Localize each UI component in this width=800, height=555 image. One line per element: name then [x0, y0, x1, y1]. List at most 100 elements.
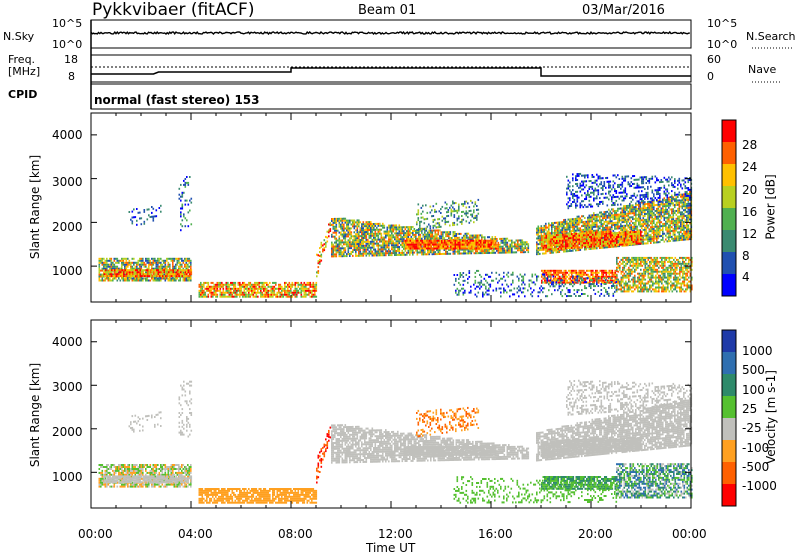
power-cell — [410, 251, 413, 254]
power-cell — [453, 202, 456, 205]
power-cell — [338, 255, 341, 258]
power-cell — [161, 277, 164, 280]
power-cell — [400, 240, 402, 243]
power-cell — [452, 231, 455, 234]
power-cell — [486, 243, 488, 246]
power-cell — [527, 247, 530, 250]
power-cell — [287, 283, 289, 286]
power-cell — [429, 225, 432, 228]
power-cell — [409, 243, 412, 246]
power-cell — [359, 241, 362, 243]
power-cell — [346, 221, 348, 224]
power-cell — [541, 241, 543, 243]
power-cell — [552, 224, 555, 226]
power-cell — [243, 283, 246, 286]
power-cell — [397, 226, 399, 229]
power-cell — [331, 223, 333, 226]
power-cell — [380, 228, 383, 231]
power-cell — [415, 239, 418, 242]
power-cell — [560, 223, 562, 226]
power-cell — [653, 202, 655, 205]
power-cell — [445, 231, 447, 234]
power-cell — [663, 205, 666, 208]
power-ytick: 2000 — [52, 220, 83, 234]
power-cell — [334, 219, 336, 222]
power-cell — [520, 243, 522, 246]
power-cell — [660, 235, 663, 237]
power-cell — [162, 275, 164, 278]
power-cell — [341, 245, 344, 248]
power-cell — [567, 224, 570, 227]
power-cell — [687, 232, 690, 235]
power-cell — [100, 275, 102, 278]
power-cell — [662, 207, 664, 210]
power-cell — [184, 199, 187, 202]
power-cell — [668, 202, 670, 205]
power-cell — [166, 271, 168, 274]
power-cell — [453, 221, 456, 224]
power-cell — [496, 249, 498, 252]
power-cell — [334, 253, 336, 256]
power-cell — [414, 247, 416, 250]
power-cell — [288, 289, 291, 292]
power-cell — [668, 238, 670, 241]
power-cell — [426, 217, 429, 220]
power-cell — [590, 218, 592, 221]
power-cell — [98, 267, 101, 270]
power-cell — [448, 243, 451, 246]
power-cell — [186, 273, 188, 276]
power-cell — [409, 226, 411, 229]
power-cell — [468, 241, 470, 244]
power-cell — [678, 221, 681, 224]
power-cell — [596, 217, 598, 220]
power-cell — [266, 287, 268, 290]
power-cell — [537, 227, 540, 230]
power-cell — [450, 247, 452, 250]
power-cell — [545, 232, 547, 235]
power-cell — [447, 241, 449, 244]
power-cell — [651, 216, 654, 219]
power-cell — [407, 249, 410, 252]
power-cell — [623, 224, 625, 227]
power-cell — [452, 252, 455, 255]
power-cell — [373, 254, 375, 257]
power-cell — [356, 221, 359, 224]
power-cell — [687, 224, 690, 227]
power-cell — [98, 277, 101, 280]
power-cell — [557, 231, 559, 234]
power-cell — [143, 261, 146, 264]
power-cell — [305, 283, 307, 286]
power-cell — [380, 246, 383, 249]
power-cell — [370, 221, 372, 224]
power-cell — [164, 267, 167, 270]
power-cell — [127, 271, 130, 274]
power-cell — [227, 283, 229, 286]
power-cell — [419, 237, 422, 240]
power-cell — [153, 275, 155, 278]
power-cell — [639, 203, 642, 206]
power-cell — [343, 219, 345, 222]
power-cell — [207, 289, 210, 292]
power-cell — [456, 223, 459, 226]
power-cell — [424, 245, 427, 248]
power-cell — [623, 244, 625, 247]
power-cell — [358, 223, 360, 226]
power-cell — [291, 295, 294, 298]
power-cell — [657, 221, 660, 224]
power-cell — [161, 263, 164, 266]
power-cell — [281, 293, 283, 296]
power-cell — [254, 287, 256, 290]
power-cell — [633, 212, 636, 215]
power-cell — [656, 233, 658, 236]
power-cell — [216, 281, 219, 284]
power-cell — [397, 253, 399, 256]
power-cell — [144, 273, 146, 276]
power-cell — [281, 289, 283, 292]
power-cell — [444, 243, 446, 246]
power-cell — [126, 273, 128, 276]
power-cell — [409, 230, 411, 233]
power-cell — [151, 269, 154, 272]
power-cell — [465, 220, 468, 223]
power-cell — [145, 279, 147, 282]
power-cell — [358, 239, 360, 242]
